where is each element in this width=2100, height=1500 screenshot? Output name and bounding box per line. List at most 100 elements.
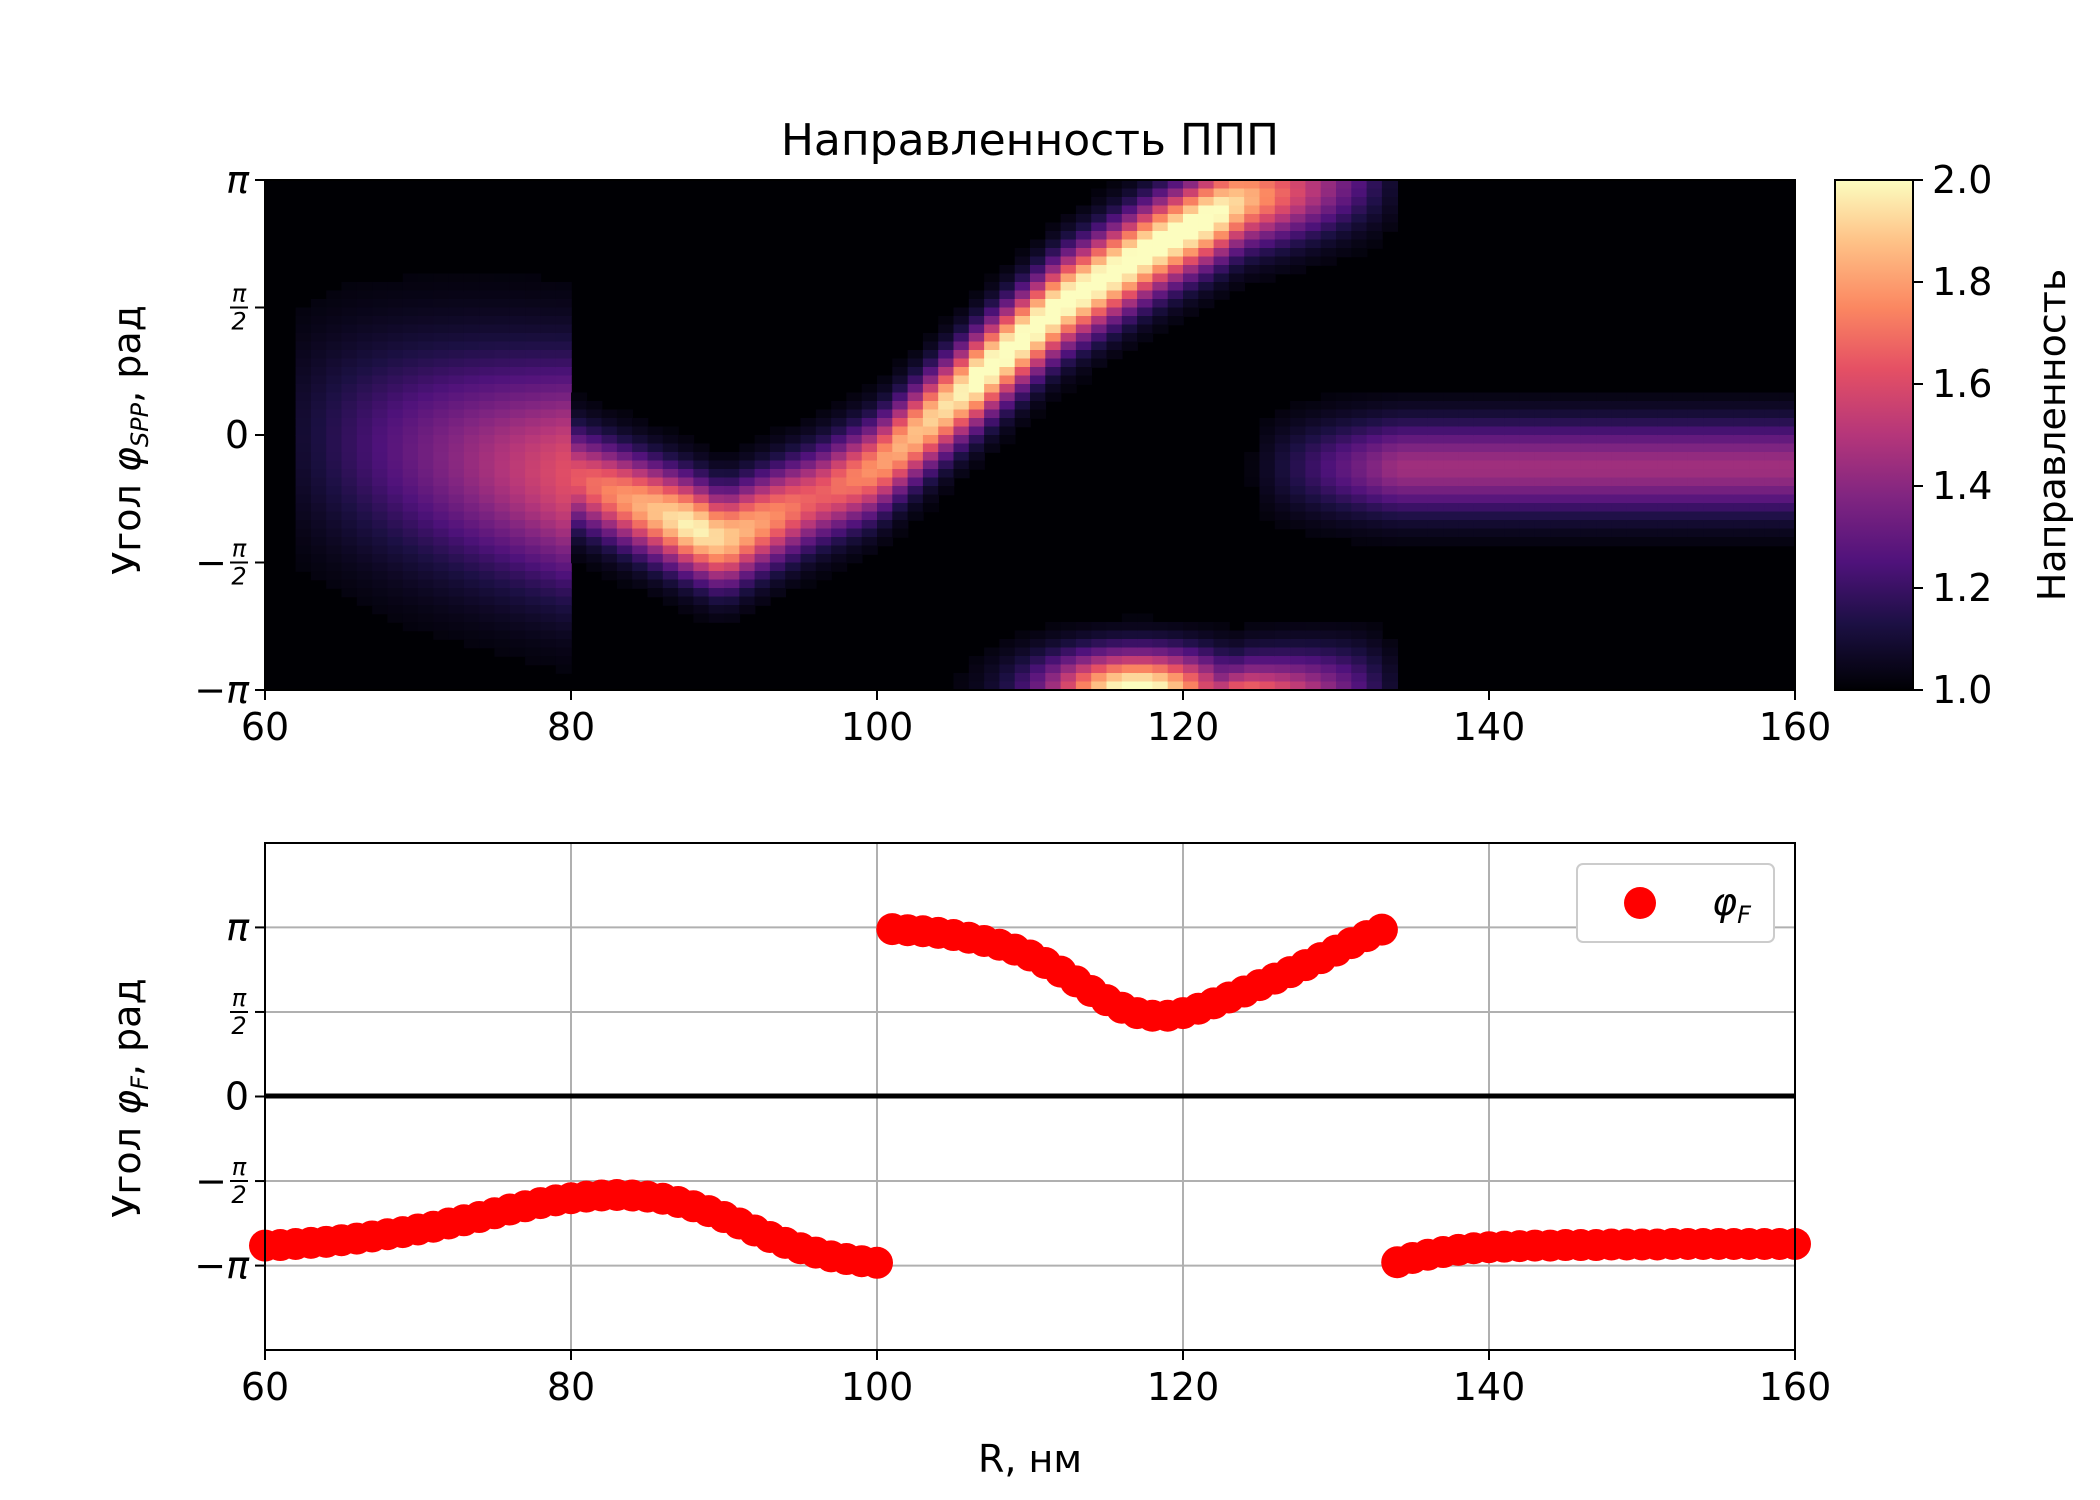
heatmap-cell xyxy=(1091,656,1108,666)
heatmap-cell xyxy=(1045,681,1062,690)
heatmap-cell xyxy=(479,562,496,572)
heatmap-cell xyxy=(555,409,572,419)
heatmap-cell xyxy=(984,656,1001,666)
heatmap-cell xyxy=(662,588,679,598)
heatmap-cell xyxy=(1290,630,1307,640)
heatmap-cell xyxy=(907,494,924,504)
heatmap-cell xyxy=(1030,656,1047,666)
heatmap-cell xyxy=(1320,477,1337,487)
heatmap-cell xyxy=(1733,392,1750,402)
heatmap-cell xyxy=(372,401,389,411)
heatmap-cell xyxy=(525,384,542,394)
heatmap-cell xyxy=(310,384,327,394)
heatmap-cell xyxy=(647,545,664,555)
heatmap-cell xyxy=(1366,222,1383,232)
heatmap-cell xyxy=(861,452,878,462)
heatmap-cell xyxy=(1580,426,1597,436)
heatmap-cell xyxy=(1259,248,1276,258)
heatmap-cell xyxy=(295,426,312,436)
heatmap-cell xyxy=(1259,622,1276,632)
heatmap-cell xyxy=(769,511,786,521)
heatmap-cell xyxy=(601,460,618,470)
heatmap-cell xyxy=(540,282,557,292)
data-point xyxy=(861,1246,893,1279)
heatmap-cell xyxy=(418,511,435,521)
heatmap-cell xyxy=(632,477,649,487)
heatmap-cell xyxy=(494,443,511,453)
heatmap-cell xyxy=(678,503,695,513)
heatmap-cell xyxy=(1351,392,1368,402)
heatmap-cell xyxy=(1519,426,1536,436)
heatmap-cell xyxy=(418,460,435,470)
heatmap-cell xyxy=(540,358,557,368)
heatmap-cell xyxy=(372,596,389,606)
heatmap-cell xyxy=(861,384,878,394)
heatmap-cell xyxy=(1290,435,1307,445)
heatmap-cell xyxy=(861,443,878,453)
heatmap-cell xyxy=(463,282,480,292)
heatmap-cell xyxy=(525,622,542,632)
heatmap-cell xyxy=(525,511,542,521)
heatmap-cell xyxy=(555,639,572,649)
heatmap-cell xyxy=(1733,528,1750,538)
heatmap-cell xyxy=(494,435,511,445)
heatmap-cell xyxy=(815,571,832,581)
heatmap-cell xyxy=(479,622,496,632)
heatmap-cell xyxy=(479,520,496,530)
heatmap-cell xyxy=(1075,231,1092,241)
heatmap-cell xyxy=(1764,520,1781,530)
heatmap-cell xyxy=(310,418,327,428)
heatmap-cell xyxy=(877,528,894,538)
heatmap-cell xyxy=(418,333,435,343)
heatmap-cell xyxy=(678,571,695,581)
heatmap-cell xyxy=(1290,639,1307,649)
heatmap-cell xyxy=(555,452,572,462)
heatmap-cell xyxy=(769,537,786,547)
heatmap-cell xyxy=(1473,435,1490,445)
heatmap-cell xyxy=(326,503,343,513)
heatmap-cell xyxy=(1611,426,1628,436)
heatmap-cell xyxy=(1473,460,1490,470)
heatmap-cell xyxy=(1611,511,1628,521)
heatmap-cell xyxy=(525,341,542,351)
heatmap-cell xyxy=(1381,401,1398,411)
heatmap-cell xyxy=(1290,222,1307,232)
heatmap-cell xyxy=(1167,180,1184,190)
heatmap-cell xyxy=(1351,418,1368,428)
heatmap-cell xyxy=(1381,426,1398,436)
heatmap-cell xyxy=(1091,265,1108,275)
heatmap-cell xyxy=(877,486,894,496)
heatmap-cell xyxy=(326,333,343,343)
heatmap-cell xyxy=(1642,503,1659,513)
heatmap-cell xyxy=(1305,452,1322,462)
heatmap-cell xyxy=(922,477,939,487)
heatmap-cell xyxy=(295,460,312,470)
heatmap-cell xyxy=(555,605,572,615)
heatmap-cell xyxy=(907,452,924,462)
heatmap-cell xyxy=(463,554,480,564)
heatmap-cell xyxy=(1626,537,1643,547)
heatmap-cell xyxy=(356,316,373,326)
heatmap-cell xyxy=(418,588,435,598)
heatmap-cell xyxy=(326,435,343,445)
heatmap-cell xyxy=(540,392,557,402)
heatmap-cell xyxy=(1412,435,1429,445)
heatmap-cell xyxy=(1075,205,1092,215)
data-point xyxy=(1365,913,1398,946)
heatmap-cell xyxy=(953,307,970,317)
heatmap-cell xyxy=(1274,214,1291,224)
heatmap-cell xyxy=(1397,494,1414,504)
heatmap-cell xyxy=(1274,231,1291,241)
heatmap-cell xyxy=(295,367,312,377)
heatmap-cell xyxy=(1167,205,1184,215)
heatmap-cell xyxy=(1060,350,1077,360)
heatmap-cell xyxy=(1489,528,1506,538)
heatmap-cell xyxy=(785,562,802,572)
heatmap-cell xyxy=(632,494,649,504)
heatmap-cell xyxy=(326,460,343,470)
heatmap-cell xyxy=(509,486,526,496)
heatmap-cell xyxy=(1274,630,1291,640)
heatmap-cell xyxy=(1519,409,1536,419)
heatmap-cell xyxy=(1580,401,1597,411)
heatmap-cell xyxy=(1167,673,1184,683)
